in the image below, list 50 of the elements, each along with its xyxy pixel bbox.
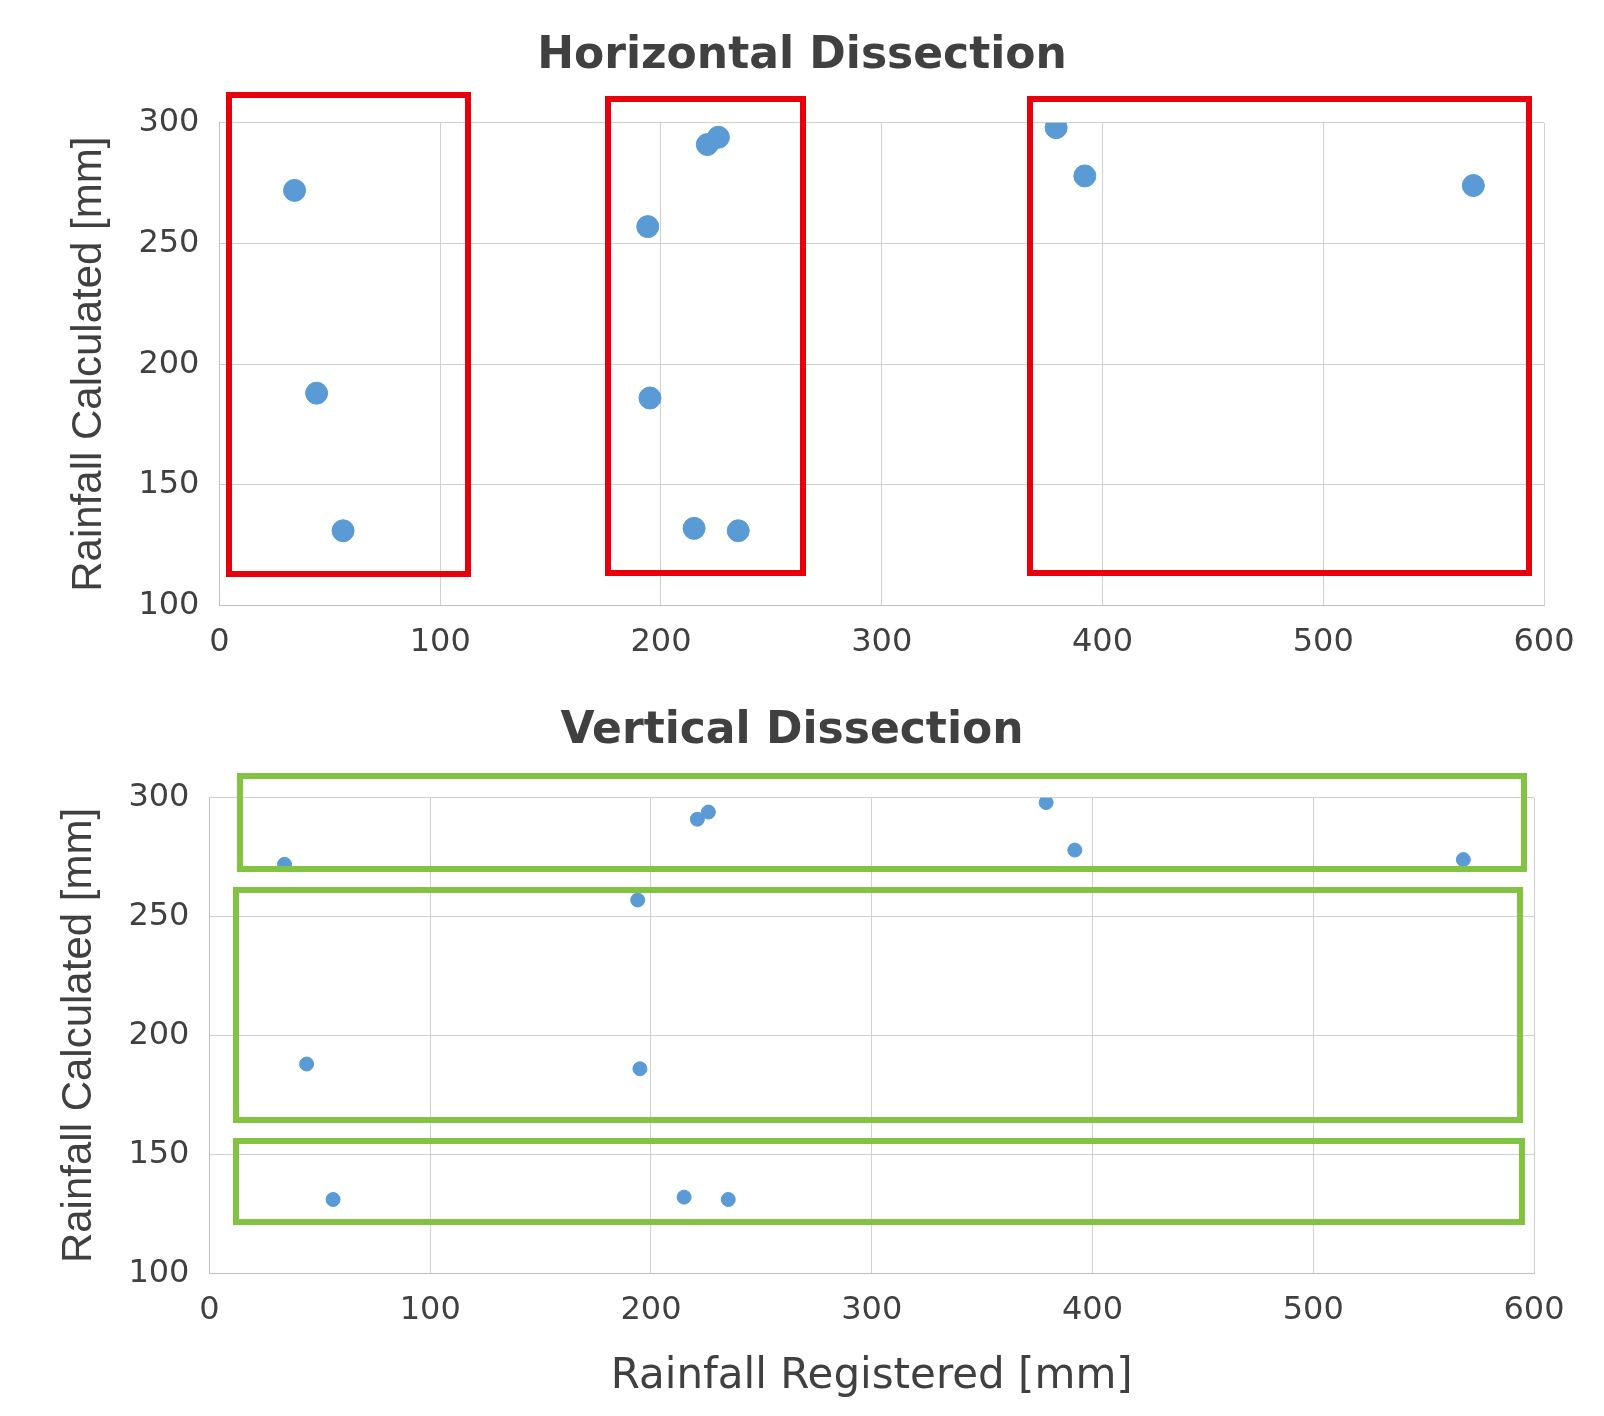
point	[636, 215, 660, 239]
point	[632, 1061, 648, 1077]
x-tick-label: 100	[399, 1288, 461, 1327]
y-tick-label: 300	[128, 776, 190, 815]
y-tick-label: 150	[138, 463, 200, 502]
x-tick-label: 600	[1513, 621, 1575, 660]
x-tick-label: 500	[1292, 621, 1354, 660]
y-tick-label: 150	[128, 1132, 190, 1171]
y-tick-label: 200	[128, 1013, 190, 1052]
x-tick-label: 300	[851, 621, 913, 660]
point	[689, 811, 705, 827]
point	[700, 804, 716, 820]
chart-title: Horizontal Dissection	[537, 26, 1067, 78]
point	[706, 125, 730, 149]
y-axis-title: Rainfall Calculated [mm]	[62, 136, 110, 592]
point	[682, 516, 706, 540]
point	[325, 1192, 341, 1208]
x-tick-label: 500	[1282, 1288, 1344, 1327]
point	[1067, 842, 1083, 858]
point	[331, 519, 355, 543]
x-axis-title: Rainfall Registered [mm]	[610, 1348, 1133, 1398]
point	[299, 1056, 315, 1072]
point	[630, 892, 646, 908]
point	[676, 1189, 692, 1205]
point	[726, 519, 750, 543]
y-axis-title: Rainfall Calculated [mm]	[52, 807, 100, 1264]
y-tick-label: 250	[128, 894, 190, 933]
y-tick-label: 250	[138, 221, 200, 260]
x-tick-label: 400	[1061, 1288, 1124, 1327]
y-tick-label: 100	[138, 583, 200, 622]
point	[720, 1192, 736, 1208]
x-tick-label: 600	[1503, 1288, 1565, 1327]
chart-title: Vertical Dissection	[560, 701, 1024, 753]
point	[1461, 174, 1485, 198]
x-tick-label: 0	[209, 621, 230, 660]
x-tick-label: 400	[1071, 621, 1134, 660]
x-tick-label: 200	[630, 621, 692, 660]
y-tick-label: 200	[138, 342, 200, 381]
x-tick-label: 100	[409, 621, 471, 660]
point	[1038, 797, 1054, 811]
point	[283, 178, 307, 202]
x-tick-label: 200	[620, 1288, 682, 1327]
x-tick-label: 300	[841, 1288, 903, 1327]
y-tick-label: 300	[138, 101, 200, 140]
point	[1455, 852, 1471, 868]
point	[305, 381, 329, 405]
point	[638, 386, 662, 410]
y-tick-label: 100	[128, 1251, 190, 1290]
point	[1073, 164, 1097, 188]
x-tick-label: 0	[199, 1288, 220, 1327]
